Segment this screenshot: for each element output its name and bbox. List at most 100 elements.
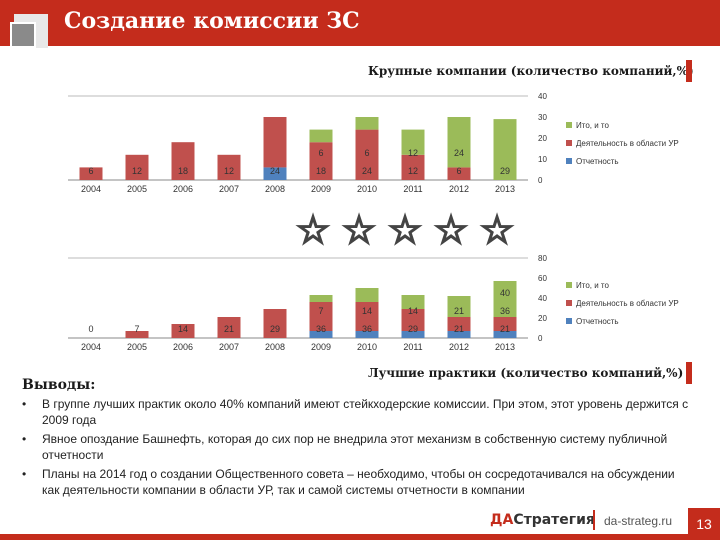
bar-segment — [309, 302, 333, 331]
bar-segment — [447, 117, 471, 168]
bar-segment — [493, 317, 517, 331]
conclusion-item: • В группе лучших практик около 40% компа… — [22, 396, 692, 428]
bar-segment — [447, 296, 471, 317]
conclusion-item: • Явное опоздание Башнефть, которая до си… — [22, 431, 692, 463]
data-label: 0 — [88, 324, 93, 334]
x-tick-label: 2008 — [265, 342, 285, 352]
data-label: 6 — [318, 148, 323, 158]
slide-title: Создание комиссии ЗС — [64, 8, 360, 34]
conclusions-section: Выводы: • В группе лучших практик около 4… — [22, 377, 692, 498]
legend-label: Отчетность — [576, 157, 619, 166]
x-tick-label: 2010 — [357, 342, 377, 352]
bar-segment — [355, 117, 379, 130]
y-tick-label: 30 — [538, 113, 547, 122]
data-label: 36 — [316, 324, 326, 334]
bullet-icon: • — [22, 467, 27, 481]
star-outline-icon: ☆ — [295, 208, 331, 252]
data-label: 7 — [134, 324, 139, 334]
x-tick-label: 2007 — [219, 342, 239, 352]
x-tick-label: 2008 — [265, 184, 285, 194]
website-link[interactable]: da-strateg.ru — [604, 514, 673, 528]
x-tick-label: 2012 — [449, 342, 469, 352]
legend-label: Деятельность в области УР — [576, 299, 679, 308]
data-label: 14 — [408, 306, 418, 316]
data-label: 21 — [454, 306, 464, 316]
bar-segment — [309, 142, 333, 180]
bar-segment — [263, 309, 287, 338]
x-tick-label: 2006 — [173, 342, 193, 352]
data-label: 21 — [454, 324, 464, 334]
conclusion-text: Явное опоздание Башнефть, которая до сих… — [42, 432, 668, 462]
bar-segment — [355, 331, 379, 338]
x-tick-label: 2007 — [219, 184, 239, 194]
data-label: 21 — [500, 324, 510, 334]
bar-segment — [401, 331, 425, 338]
data-label: 12 — [224, 166, 234, 176]
y-tick-label: 20 — [538, 134, 547, 143]
data-label: 24 — [454, 148, 464, 158]
y-tick-label: 80 — [538, 254, 547, 263]
data-label: 14 — [178, 324, 188, 334]
logo-rest: Стратегия — [513, 512, 595, 528]
data-label: 24 — [270, 166, 280, 176]
bar-segment — [493, 331, 517, 338]
bar-segment — [401, 154, 425, 180]
data-label: 7 — [318, 306, 323, 316]
star-outline-icon: ☆ — [341, 208, 377, 252]
star-outline-icon: ☆ — [387, 208, 423, 252]
legend-label: Деятельность в области УР — [576, 139, 679, 148]
legend-swatch — [566, 318, 572, 324]
data-label: 24 — [362, 166, 372, 176]
star-outline-icon: ☆ — [433, 208, 469, 252]
conclusion-text: Планы на 2014 год о создании Общественно… — [42, 467, 675, 497]
header-decor-square-inner — [10, 22, 36, 48]
conclusion-text: В группе лучших практик около 40% компан… — [42, 397, 689, 427]
x-tick-label: 2013 — [495, 342, 515, 352]
y-tick-label: 10 — [538, 155, 547, 164]
bar-segment — [401, 309, 425, 331]
data-label: 6 — [88, 166, 93, 176]
y-tick-label: 40 — [538, 294, 547, 303]
bar-segment — [401, 129, 425, 155]
bar-segment — [493, 281, 517, 317]
legend-swatch — [566, 158, 572, 164]
bar-segment — [217, 317, 241, 338]
data-label: 14 — [362, 306, 372, 316]
x-tick-label: 2011 — [403, 342, 422, 352]
data-label: 29 — [500, 166, 510, 176]
data-label: 40 — [500, 288, 510, 298]
bar-segment — [263, 117, 287, 168]
data-label: 36 — [500, 306, 510, 316]
x-tick-label: 2011 — [403, 184, 422, 194]
bar-segment — [355, 288, 379, 302]
data-label: 18 — [316, 166, 326, 176]
legend-swatch — [566, 282, 572, 288]
y-tick-label: 0 — [538, 334, 543, 343]
logo-separator — [593, 510, 595, 530]
x-tick-label: 2009 — [311, 342, 331, 352]
star-outline-icon: ☆ — [479, 208, 515, 252]
title-accent-mark — [686, 60, 692, 82]
data-label: 18 — [178, 166, 188, 176]
data-label: 12 — [132, 166, 142, 176]
data-label: 12 — [408, 166, 418, 176]
chart-title-large-companies: Крупные компании (количество компаний,%) — [368, 64, 694, 78]
bar-segment — [171, 324, 195, 338]
legend-swatch — [566, 140, 572, 146]
bar-segment — [309, 331, 333, 338]
bullet-icon: • — [22, 397, 27, 411]
data-label: 36 — [362, 324, 372, 334]
data-label: 6 — [364, 148, 369, 158]
chart-large-companies: 2004 2005 2006 2007 2008 2009 2010 2011 2012 2013… — [68, 92, 679, 194]
bullet-icon: • — [22, 432, 27, 446]
y-tick-label: 60 — [538, 274, 547, 283]
bar-segment — [125, 154, 149, 180]
x-tick-label: 2004 — [81, 342, 101, 352]
x-tick-label: 2005 — [127, 342, 147, 352]
bar-segment — [447, 317, 471, 331]
bar-segment — [447, 331, 471, 338]
x-tick-label: 2013 — [495, 184, 515, 194]
logo-prefix: ДА — [490, 512, 514, 528]
legend-swatch — [566, 122, 572, 128]
footer-bar — [0, 534, 720, 540]
